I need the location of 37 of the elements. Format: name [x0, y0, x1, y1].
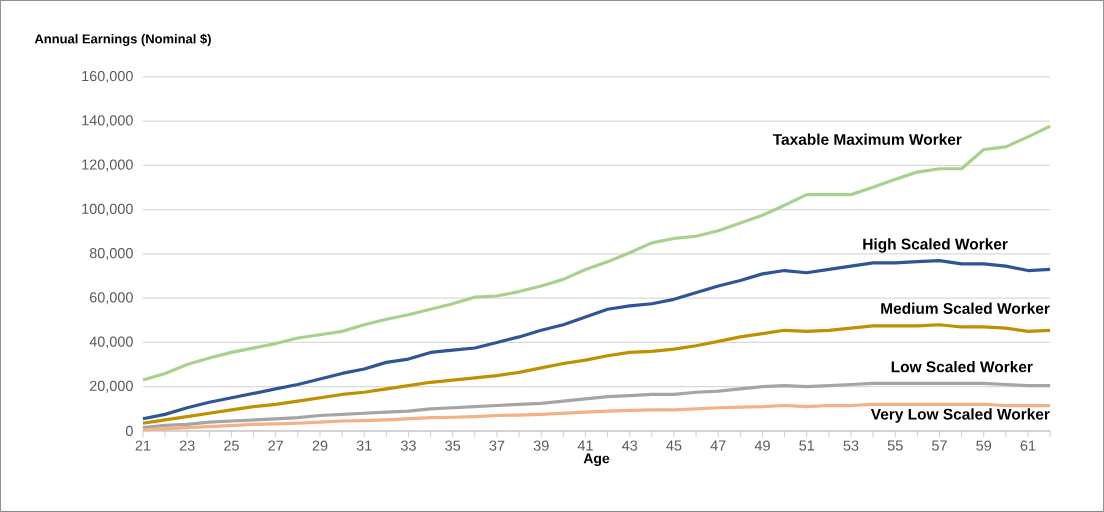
y-tick-label: 80,000: [89, 248, 133, 260]
x-tick-label: 47: [710, 440, 726, 451]
y-tick-label: 20,000: [89, 380, 133, 393]
x-tick-label: 51: [799, 440, 815, 451]
x-tick-label: 41: [577, 440, 593, 451]
x-tick-label: 33: [400, 440, 416, 451]
y-axis-title: Annual Earnings (Nominal $): [34, 33, 211, 47]
y-tick-label: 100,000: [82, 203, 133, 216]
series-label: Taxable Maximum Worker: [772, 133, 962, 145]
y-tick-label: 160,000: [82, 70, 133, 83]
x-tick-label: 43: [622, 440, 638, 451]
series-label: Very Low Scaled Worker: [870, 408, 1050, 423]
x-tick-label: 37: [489, 440, 505, 451]
x-tick-label: 61: [1020, 440, 1036, 451]
series-label: Low Scaled Worker: [891, 360, 1033, 373]
x-tick-label: 57: [932, 440, 947, 451]
x-tick-label: 55: [887, 440, 903, 451]
x-tick-label: 27: [268, 440, 283, 451]
x-tick-label: 31: [356, 440, 372, 451]
y-tick-label: 140,000: [82, 115, 133, 128]
x-tick-label: 29: [312, 440, 328, 451]
y-tick-label: 60,000: [89, 292, 133, 305]
x-tick-label: 59: [976, 440, 992, 451]
x-axis-title: Age: [583, 453, 610, 467]
series-label: High Scaled Worker: [863, 238, 1008, 253]
y-tick-label: 0: [125, 425, 133, 437]
series-label: Medium Scaled Worker: [881, 302, 1050, 315]
x-tick-label: 21: [135, 440, 151, 451]
x-tick-label: 49: [754, 440, 770, 451]
y-tick-label: 120,000: [82, 159, 133, 172]
y-tick-label: 40,000: [89, 336, 133, 349]
x-tick-label: 25: [224, 440, 239, 451]
x-tick-label: 23: [179, 440, 195, 451]
x-tick-label: 53: [843, 440, 859, 451]
x-tick-label: 39: [533, 440, 549, 451]
x-tick-label: 45: [666, 440, 682, 451]
x-tick-label: 35: [445, 440, 461, 451]
